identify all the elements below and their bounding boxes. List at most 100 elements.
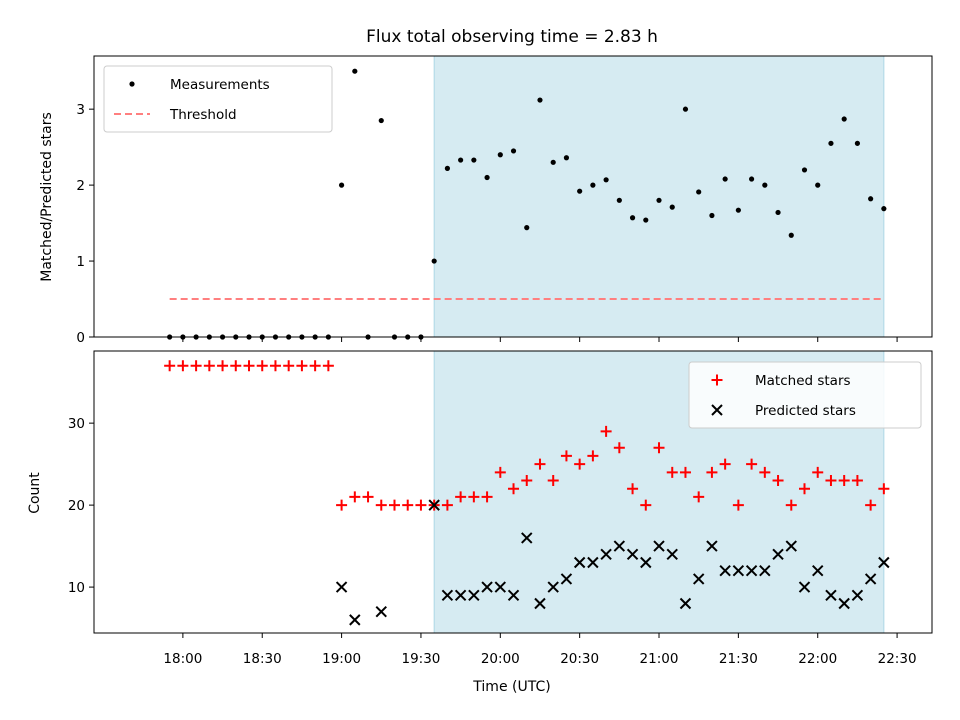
data-point (825, 475, 837, 487)
x-tick-label: 19:30 (401, 651, 440, 667)
data-point (759, 564, 771, 577)
data-point (709, 212, 715, 219)
y-tick-label: 3 (76, 102, 85, 118)
x-tick-label: 21:30 (719, 651, 758, 667)
data-point (865, 499, 877, 511)
data-point (745, 564, 758, 577)
data-point (521, 532, 533, 544)
data-point (454, 589, 467, 601)
data-point (788, 232, 794, 238)
data-point (692, 573, 705, 585)
top-y-axis-label: Matched/Predicted stars (39, 112, 55, 282)
data-point (431, 258, 437, 264)
data-point (322, 360, 334, 372)
legend-label: Threshold (169, 107, 237, 123)
data-point (164, 360, 176, 372)
plot-frame (93, 350, 933, 634)
data-point (613, 540, 626, 552)
data-point (825, 589, 837, 601)
data-point (547, 581, 559, 593)
data-point (613, 442, 625, 454)
data-point (283, 360, 295, 372)
data-point (772, 475, 784, 487)
data-point (428, 499, 440, 511)
legend-swatch (711, 374, 723, 386)
x-tick-label: 18:30 (243, 651, 282, 667)
legend-label: Predicted stars (755, 403, 856, 419)
data-point (600, 548, 612, 561)
data-point (458, 157, 464, 163)
data-point (335, 581, 348, 593)
data-point (338, 182, 345, 188)
data-point (669, 204, 675, 210)
data-point (508, 483, 520, 495)
top-panel: 0 1 2 3 Measurements Threshold (76, 55, 933, 346)
data-point (653, 442, 665, 454)
data-point (801, 167, 808, 173)
data-point (577, 188, 583, 194)
data-point (864, 573, 877, 585)
data-point (521, 475, 533, 487)
data-point (881, 206, 887, 212)
series-predicted-stars (335, 499, 890, 626)
data-point (375, 605, 387, 618)
data-point (560, 573, 573, 585)
data-point (679, 466, 691, 478)
data-point (735, 207, 741, 213)
data-point (798, 581, 811, 593)
legend-swatch (129, 81, 135, 87)
data-point (828, 140, 834, 146)
x-tick-label: 20:00 (481, 651, 520, 667)
data-point (626, 548, 639, 561)
data-point (706, 466, 718, 478)
data-point (653, 540, 665, 552)
data-point (378, 117, 384, 124)
data-point (441, 499, 453, 511)
data-point (627, 483, 639, 495)
data-point (468, 491, 480, 503)
data-point (722, 176, 728, 182)
data-point (812, 564, 824, 577)
legend-label: Measurements (170, 77, 270, 93)
data-point (441, 589, 454, 601)
data-point (484, 174, 490, 181)
data-point (762, 182, 768, 188)
data-point (550, 159, 556, 165)
data-point (455, 491, 467, 503)
data-point (203, 360, 215, 372)
data-point (190, 360, 202, 372)
data-point (838, 475, 850, 487)
data-point (679, 597, 692, 610)
data-point (775, 209, 781, 216)
bottom-panel: 10 20 30 18:00 18:30 19:00 19:30 20:00 20:30 21:0… (68, 350, 933, 667)
data-point (402, 499, 414, 511)
data-point (748, 176, 755, 182)
data-point (534, 597, 546, 610)
data-point (706, 540, 718, 552)
data-point (481, 581, 493, 593)
data-point (349, 491, 361, 503)
series-matched-stars (164, 360, 890, 511)
data-point (537, 97, 543, 103)
data-point (666, 548, 678, 561)
data-point (600, 425, 612, 437)
data-point (524, 225, 530, 231)
data-point (772, 548, 784, 561)
x-tick-label: 19:00 (322, 651, 361, 667)
data-point (785, 540, 797, 552)
data-point (878, 483, 890, 495)
data-point (497, 152, 503, 158)
data-point (336, 499, 348, 511)
y-tick-label: 1 (76, 254, 85, 270)
data-point (573, 556, 586, 569)
data-point (851, 589, 864, 601)
data-point (616, 197, 622, 203)
data-point (230, 360, 242, 372)
data-point (444, 165, 450, 171)
data-point (415, 499, 427, 511)
data-point (868, 196, 874, 202)
data-point (217, 360, 229, 372)
data-point (243, 360, 255, 372)
data-point (534, 458, 546, 470)
